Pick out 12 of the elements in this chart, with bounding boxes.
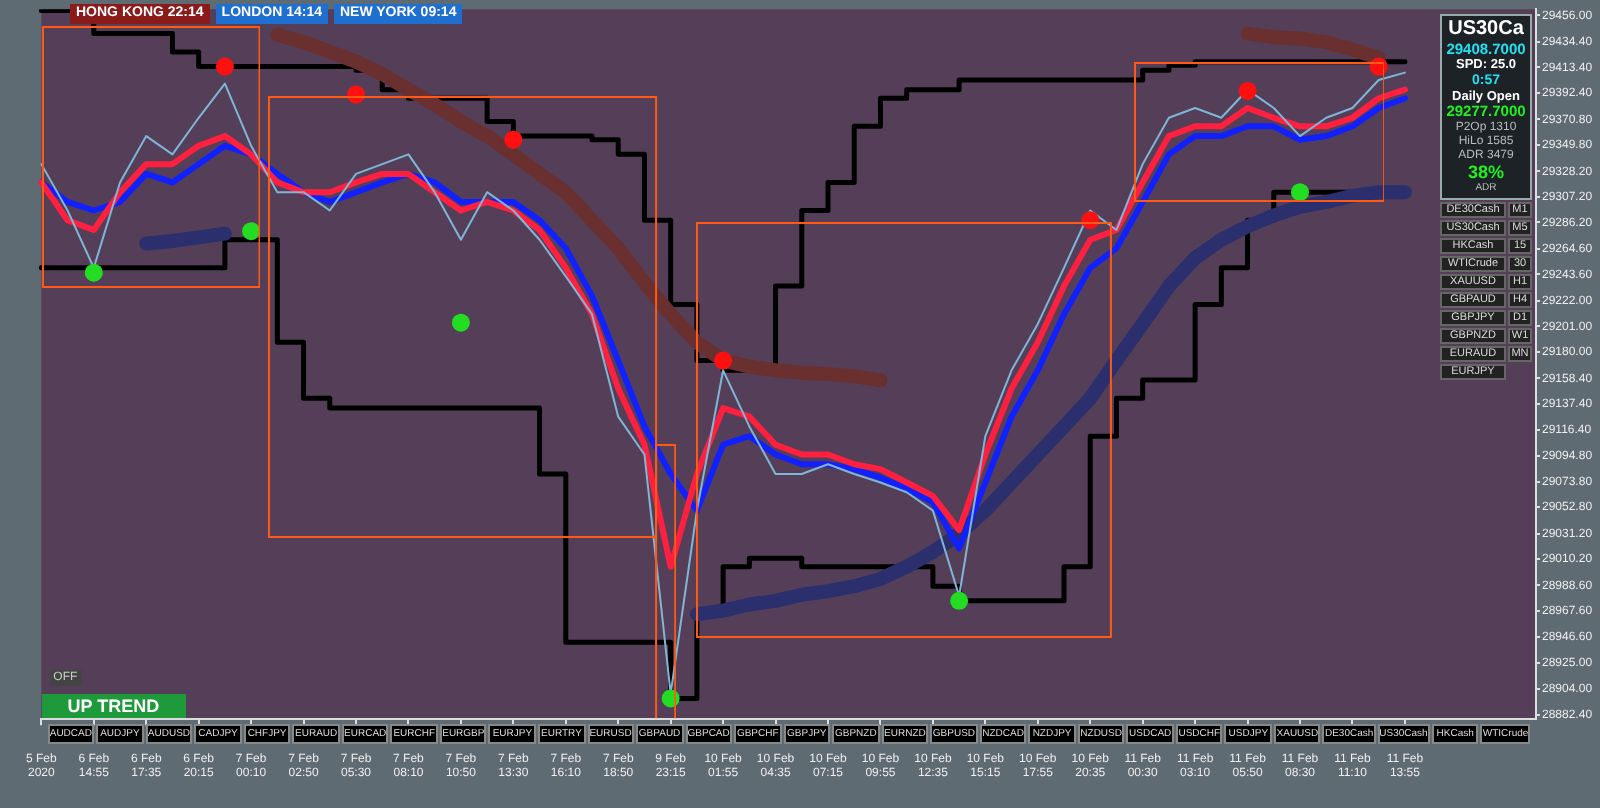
annotation: UP TREND bbox=[41, 693, 186, 718]
point bbox=[950, 591, 969, 610]
annotation: 38% bbox=[1465, 162, 1506, 183]
point bbox=[451, 313, 470, 332]
annotation: US30Ca bbox=[1446, 18, 1526, 41]
point bbox=[714, 351, 733, 370]
point bbox=[84, 263, 103, 282]
point bbox=[1238, 81, 1257, 100]
point bbox=[242, 222, 261, 241]
point bbox=[504, 130, 523, 149]
point bbox=[215, 57, 234, 76]
point bbox=[1291, 183, 1309, 202]
